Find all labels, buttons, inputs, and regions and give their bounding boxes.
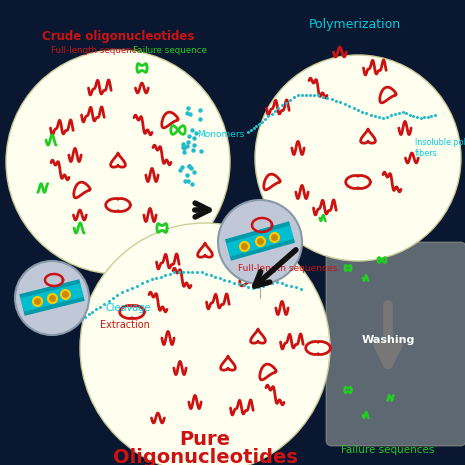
- Text: Failure sequence: Failure sequence: [133, 46, 207, 55]
- Text: Polymerization: Polymerization: [309, 18, 401, 31]
- Text: Full-length sequences: Full-length sequences: [238, 264, 337, 272]
- Text: Extraction: Extraction: [100, 320, 150, 330]
- Text: Crude oligonucleotides: Crude oligonucleotides: [42, 30, 194, 43]
- Text: Pure: Pure: [179, 430, 231, 449]
- FancyBboxPatch shape: [326, 242, 465, 446]
- Circle shape: [255, 55, 461, 261]
- Text: Monomers: Monomers: [197, 130, 244, 139]
- Circle shape: [15, 261, 89, 335]
- Text: Cleavage: Cleavage: [105, 303, 150, 313]
- Text: Full-length sequence: Full-length sequence: [51, 46, 141, 55]
- Text: Washing: Washing: [361, 335, 415, 345]
- Text: Oligonucleotides: Oligonucleotides: [113, 448, 298, 465]
- Text: Insoluble polymer
fibers: Insoluble polymer fibers: [415, 138, 465, 158]
- Circle shape: [80, 223, 330, 465]
- Circle shape: [218, 200, 302, 284]
- Circle shape: [6, 50, 230, 274]
- Text: Failure sequences: Failure sequences: [341, 445, 435, 455]
